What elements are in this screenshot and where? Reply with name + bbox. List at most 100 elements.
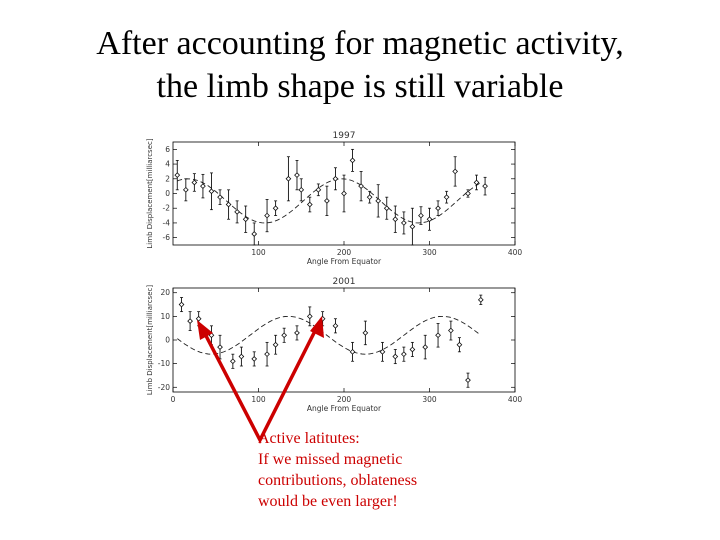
data-point xyxy=(456,341,463,348)
data-point xyxy=(187,318,193,324)
chart-title: 2001 xyxy=(333,277,356,287)
data-point xyxy=(306,313,313,320)
data-point xyxy=(217,194,223,201)
arrow-head-left xyxy=(197,320,213,340)
slide-title-line-2: the limb shape is still variable xyxy=(156,68,564,105)
data-point xyxy=(217,344,223,350)
data-point xyxy=(426,216,433,223)
data-point xyxy=(366,194,373,201)
data-point xyxy=(242,216,249,223)
data-point xyxy=(294,172,300,178)
x-tick-label: 100 xyxy=(251,248,266,257)
slide-title-line-1: After accounting for magnetic activity, xyxy=(96,25,624,62)
data-point xyxy=(306,201,313,208)
y-tick-label: 0 xyxy=(165,189,170,198)
data-point xyxy=(422,344,429,350)
data-point xyxy=(400,220,407,226)
data-point xyxy=(195,315,202,322)
y-tick-label: -10 xyxy=(158,359,170,368)
annotation-line-1: Active latitutes: xyxy=(258,430,360,447)
data-point xyxy=(473,179,480,186)
data-point xyxy=(234,209,240,215)
annotation-arrow xyxy=(197,316,324,444)
annotation-line-3: contributions, oblateness xyxy=(258,472,418,489)
data-point xyxy=(324,197,330,204)
x-tick-label: 0 xyxy=(171,395,176,404)
y-tick-label: 10 xyxy=(160,312,170,321)
data-point xyxy=(298,186,305,193)
x-axis-label: Angle From Equator xyxy=(307,404,382,413)
data-point xyxy=(435,205,441,212)
data-point xyxy=(477,296,484,303)
data-point xyxy=(264,351,270,358)
fit-curve xyxy=(177,178,481,224)
plot-frame xyxy=(172,287,516,393)
data-point xyxy=(332,322,339,329)
fit-curve xyxy=(177,315,481,355)
data-point xyxy=(482,183,488,190)
data-point xyxy=(452,168,459,175)
data-point xyxy=(358,183,364,190)
y-tick-label: -4 xyxy=(163,218,171,227)
data-point xyxy=(418,212,424,219)
data-point xyxy=(435,332,441,339)
y-tick-label: 2 xyxy=(165,174,170,183)
data-point xyxy=(409,346,416,353)
data-point xyxy=(448,327,454,334)
data-point xyxy=(349,157,356,164)
data-point xyxy=(251,231,258,237)
data-point xyxy=(392,216,399,223)
y-tick-label: -2 xyxy=(163,204,171,213)
data-point xyxy=(341,190,347,197)
data-point xyxy=(238,353,245,360)
x-tick-label: 200 xyxy=(337,395,352,404)
y-tick-label: 0 xyxy=(165,336,170,345)
y-axis-label: Limb Displacement[milliarcsec] xyxy=(146,285,154,395)
data-point xyxy=(400,351,407,358)
y-tick-label: 6 xyxy=(165,145,170,154)
data-point xyxy=(208,188,215,195)
x-axis-label: Angle From Equator xyxy=(307,257,382,266)
y-tick-label: 4 xyxy=(165,160,170,169)
data-point xyxy=(182,186,189,193)
chart-title: 1997 xyxy=(333,131,356,141)
arrow-line xyxy=(201,324,320,444)
data-point xyxy=(315,186,322,193)
data-point xyxy=(264,212,270,219)
data-point xyxy=(272,341,279,348)
data-point xyxy=(191,179,198,186)
y-tick-label: -20 xyxy=(158,383,170,392)
data-point xyxy=(178,301,185,308)
data-point xyxy=(332,175,339,182)
y-axis-label: Limb Displacement[milliarcsec] xyxy=(146,138,154,248)
x-tick-label: 200 xyxy=(337,248,352,257)
data-point xyxy=(443,194,450,201)
data-point xyxy=(349,348,356,355)
data-point xyxy=(251,356,258,362)
x-tick-label: 300 xyxy=(422,395,437,404)
data-point xyxy=(465,190,471,197)
data-point xyxy=(362,330,369,336)
data-point xyxy=(285,175,292,182)
annotation-line-2: If we missed magnetic xyxy=(258,451,403,468)
y-tick-label: -6 xyxy=(163,233,171,242)
arrow-head-right xyxy=(310,316,324,338)
data-point xyxy=(225,201,232,208)
data-point xyxy=(379,348,386,355)
data-point xyxy=(409,223,416,230)
annotation-text: Active latitutes: If we missed magnetic … xyxy=(258,428,417,512)
data-point xyxy=(392,353,399,360)
data-point xyxy=(272,205,279,212)
x-tick-label: 300 xyxy=(422,248,437,257)
data-point xyxy=(465,377,471,384)
data-point xyxy=(383,205,390,212)
data-point xyxy=(281,332,288,339)
x-tick-label: 400 xyxy=(508,248,523,257)
y-tick-label: 20 xyxy=(160,288,170,297)
x-tick-label: 100 xyxy=(251,395,266,404)
annotation-line-4: would be even larger! xyxy=(258,493,398,510)
data-point xyxy=(229,358,236,365)
data-point xyxy=(294,330,300,336)
x-tick-label: 400 xyxy=(508,395,523,404)
